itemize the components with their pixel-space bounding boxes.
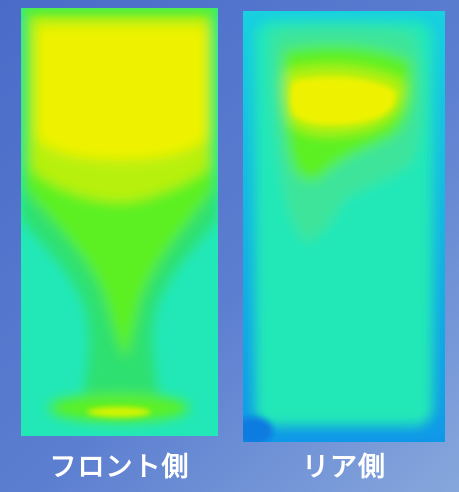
front-side-label: フロント側 [49, 452, 190, 483]
rear-side-label: リア側 [302, 452, 386, 483]
rear-heatmap [243, 11, 445, 442]
front-heatmap-panel [21, 8, 218, 436]
rear-heatmap-panel [243, 11, 445, 442]
front-heatmap [21, 8, 218, 436]
